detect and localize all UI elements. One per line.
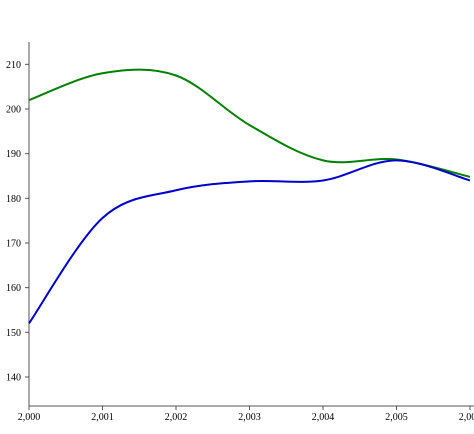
x-tick-label: 2,005 xyxy=(385,412,408,423)
x-tick-label: 2,002 xyxy=(165,412,188,423)
y-tick-label: 210 xyxy=(6,60,21,71)
y-tick-label: 190 xyxy=(6,149,21,160)
y-tick-label: 180 xyxy=(6,194,21,205)
x-tick-label: 2,003 xyxy=(238,412,261,423)
x-tick-label: 2,004 xyxy=(312,412,335,423)
y-tick-label: 200 xyxy=(6,104,21,115)
y-tick-label: 170 xyxy=(6,238,21,249)
y-tick-label: 140 xyxy=(6,372,21,383)
x-tick-label: 2,001 xyxy=(91,412,114,423)
x-tick-label: 2,000 xyxy=(18,412,41,423)
x-tick-label: 2,006 xyxy=(459,412,474,423)
line-series xyxy=(28,159,471,324)
y-tick-label: 160 xyxy=(6,283,21,294)
y-tick-label: 150 xyxy=(6,328,21,339)
